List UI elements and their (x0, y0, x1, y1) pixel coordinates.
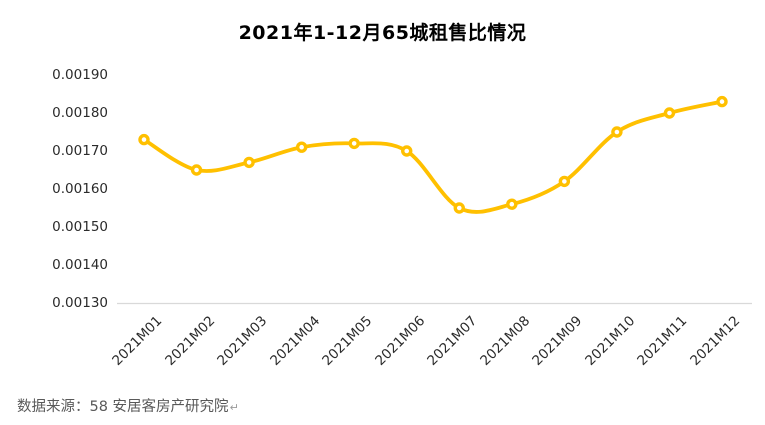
y-axis-tick-label: 0.00150 (52, 219, 108, 235)
source-note-text: 数据来源：58 安居客房产研究院 (17, 399, 229, 415)
chart-title: 2021年1-12月65城租售比情况 (238, 22, 527, 44)
series-line (142, 99, 724, 214)
y-axis-tick-label: 0.00140 (52, 257, 108, 273)
data-point-marker (558, 175, 571, 188)
source-note: 数据来源：58 安居客房产研究院↵ (17, 395, 239, 416)
data-point-marker (138, 133, 150, 146)
data-point-marker (243, 156, 255, 169)
data-point-marker (348, 137, 360, 150)
data-point-marker (716, 95, 728, 108)
data-point-marker (401, 145, 413, 157)
return-mark-icon: ↵ (229, 401, 239, 414)
data-point-marker (663, 107, 676, 119)
y-axis-tick-label: 0.00160 (52, 181, 108, 197)
y-axis-tick-label: 0.00170 (52, 143, 108, 159)
data-point-marker (506, 198, 518, 210)
data-point-marker (190, 164, 203, 176)
y-axis-tick-label: 0.00180 (52, 105, 108, 121)
data-point-marker (453, 202, 465, 214)
data-point-marker (295, 141, 308, 153)
y-axis-tick-label: 0.00190 (52, 67, 108, 83)
data-point-marker (611, 126, 623, 138)
y-axis-tick-label: 0.00130 (52, 295, 108, 311)
